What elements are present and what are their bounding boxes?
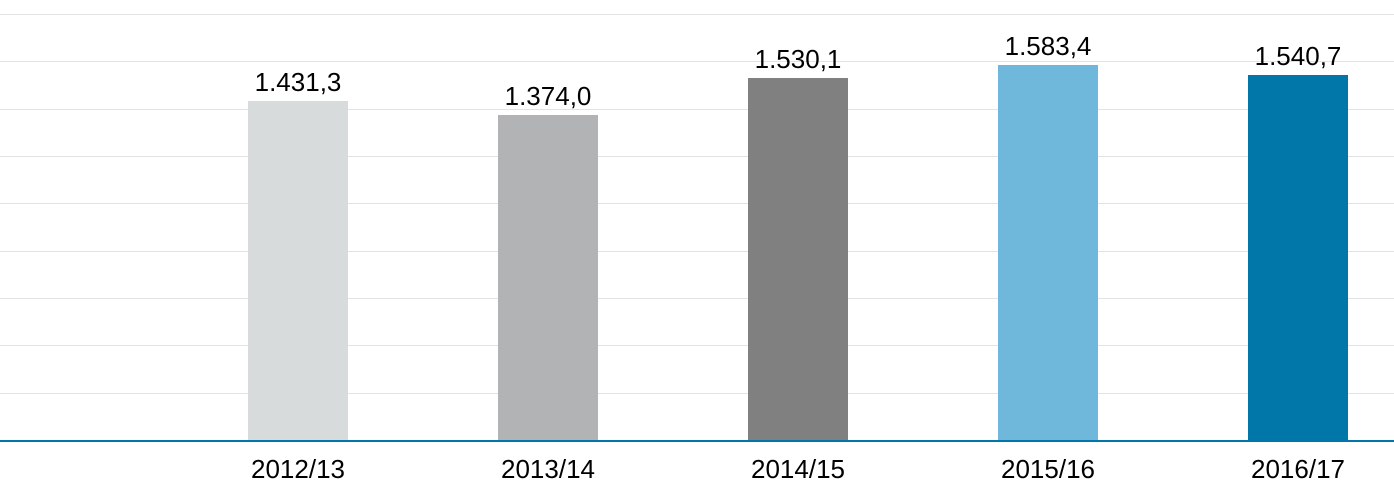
bar <box>748 78 848 440</box>
category-label: 2014/15 <box>751 454 845 485</box>
gridline <box>0 203 1394 204</box>
bar <box>248 101 348 440</box>
category-label: 2016/17 <box>1251 454 1345 485</box>
category-label: 2012/13 <box>251 454 345 485</box>
bar-value-label: 1.530,1 <box>755 44 842 75</box>
gridline <box>0 14 1394 15</box>
bar <box>1248 75 1348 440</box>
bar-value-label: 1.431,3 <box>255 67 342 98</box>
gridline <box>0 345 1394 346</box>
bar-value-label: 1.583,4 <box>1005 31 1092 62</box>
gridline <box>0 298 1394 299</box>
category-label: 2013/14 <box>501 454 595 485</box>
gridline <box>0 109 1394 110</box>
gridline <box>0 251 1394 252</box>
category-label: 2015/16 <box>1001 454 1095 485</box>
gridline <box>0 61 1394 62</box>
bar-value-label: 1.540,7 <box>1255 41 1342 72</box>
x-axis-baseline <box>0 440 1394 442</box>
plot-area: 1.431,3 2012/13 1.374,0 2013/14 1.530,1 2014/… <box>0 0 1394 500</box>
gridline <box>0 393 1394 394</box>
bar <box>498 115 598 440</box>
gridline <box>0 156 1394 157</box>
bar-value-label: 1.374,0 <box>505 81 592 112</box>
bar-chart: 1.431,3 2012/13 1.374,0 2013/14 1.530,1 2014/… <box>0 0 1394 500</box>
bar <box>998 65 1098 440</box>
